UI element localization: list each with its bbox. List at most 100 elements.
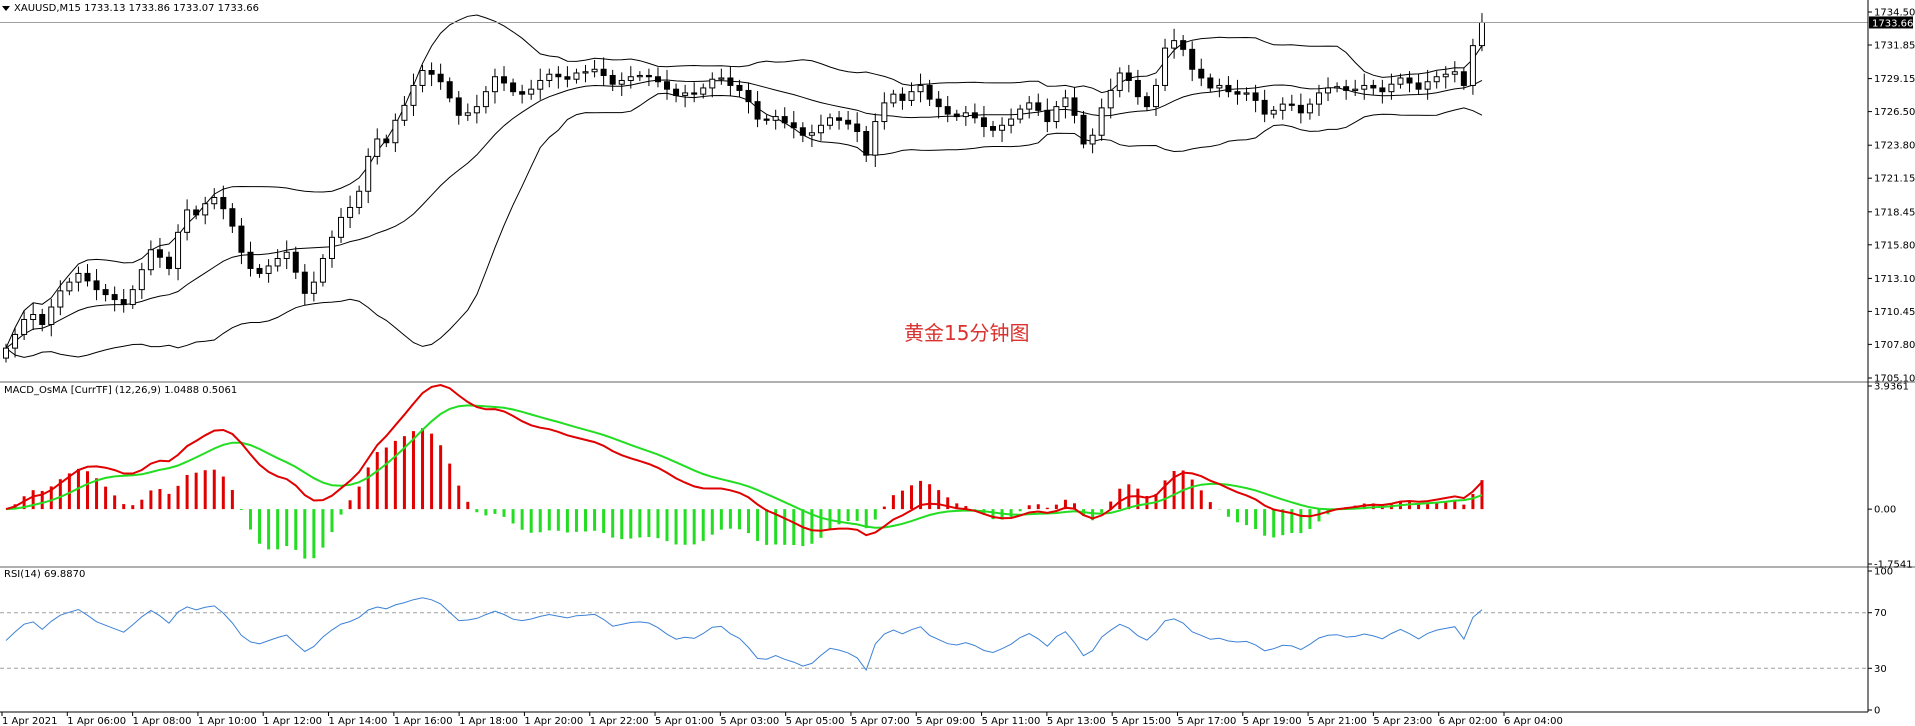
candle [1315,84,1322,116]
candle [808,124,815,148]
candle [419,64,426,93]
candle [1288,94,1295,111]
candle [600,57,607,87]
candle [1216,78,1223,98]
candle [555,66,562,89]
candle [1026,96,1033,119]
chart-annotation: 黄金15分钟图 [904,321,1029,345]
candle [292,246,299,280]
bollinger-lower [5,92,1483,358]
candle [863,125,870,163]
candle [473,94,480,124]
candle [1352,79,1359,97]
candle [836,110,843,130]
candle [754,91,761,128]
candle [781,107,788,129]
pane-separator[interactable] [0,566,1915,568]
candle [111,286,118,312]
macd-header: MACD_OsMA [CurrTF] (12,26,9) 1.0488 0.50… [4,385,237,396]
candle [709,72,716,98]
x-tick-label: 5 Apr 21:00 [1308,716,1367,726]
candle [1080,110,1087,149]
candle [428,62,435,87]
candle [383,134,390,148]
y-tick-label: 1721.15 [1874,174,1915,185]
candle [265,259,272,283]
candle [845,110,852,130]
candle [1334,82,1341,93]
candle [645,68,652,87]
candle [700,83,707,99]
candle [926,79,933,106]
candle [1234,79,1241,105]
rsi-pane [0,597,1868,672]
candle [1225,76,1232,98]
candle [636,71,643,82]
candle [1306,98,1313,120]
candle [365,148,372,204]
x-tick-label: 1 Apr 20:00 [524,716,583,726]
candle [908,82,915,106]
bollinger-upper [5,14,1483,349]
candle [184,199,191,241]
candle [392,113,399,153]
x-tick-label: 1 Apr 16:00 [394,716,453,726]
y-tick-label: 30 [1874,664,1887,675]
candle [356,185,363,215]
triangle-down-icon[interactable] [2,6,10,11]
candle [274,249,281,272]
candle [899,87,906,110]
candle [1478,13,1485,52]
candle [627,66,634,89]
macd-pane [5,383,1484,559]
candle [971,103,978,124]
candle [1279,97,1286,120]
candle [654,67,661,88]
candle [66,277,73,296]
x-tick-label: 5 Apr 01:00 [655,716,714,726]
candle [1180,35,1187,57]
y-tick-label: 1723.80 [1874,141,1915,152]
candle [12,327,19,358]
candle [238,218,245,265]
candle [129,285,136,309]
candle [1297,93,1304,124]
candle [1451,61,1458,83]
candle [1415,73,1422,95]
y-tick-label: 0.00 [1874,505,1896,516]
candle [1460,67,1467,90]
candle [347,195,354,228]
candle [1143,92,1150,111]
candle [338,208,345,243]
candle [446,77,453,103]
candle [1252,84,1259,113]
pane-separator[interactable] [0,381,1915,383]
candle [1107,78,1114,119]
candle [546,68,553,88]
candle [1125,64,1132,93]
candle [609,69,616,92]
candle [102,284,109,302]
candle [537,68,544,100]
candle [283,240,290,270]
candle [93,269,100,301]
candle [763,114,770,125]
candle [1388,73,1395,100]
candle [1397,73,1404,89]
rsi-header: RSI(14) 69.8870 [4,569,85,580]
candle [1433,71,1440,89]
candle [501,66,508,92]
x-tick-label: 5 Apr 23:00 [1373,716,1432,726]
x-tick-label: 1 Apr 18:00 [459,716,518,726]
candle [980,105,987,138]
macd-signal-line [5,404,1483,529]
candle [229,203,236,233]
candle [618,72,625,97]
macd-line [5,383,1483,537]
candle [519,84,526,104]
candle [817,114,824,141]
y-tick-label: 1705.10 [1874,374,1915,385]
candle [736,79,743,98]
candle [84,264,91,287]
